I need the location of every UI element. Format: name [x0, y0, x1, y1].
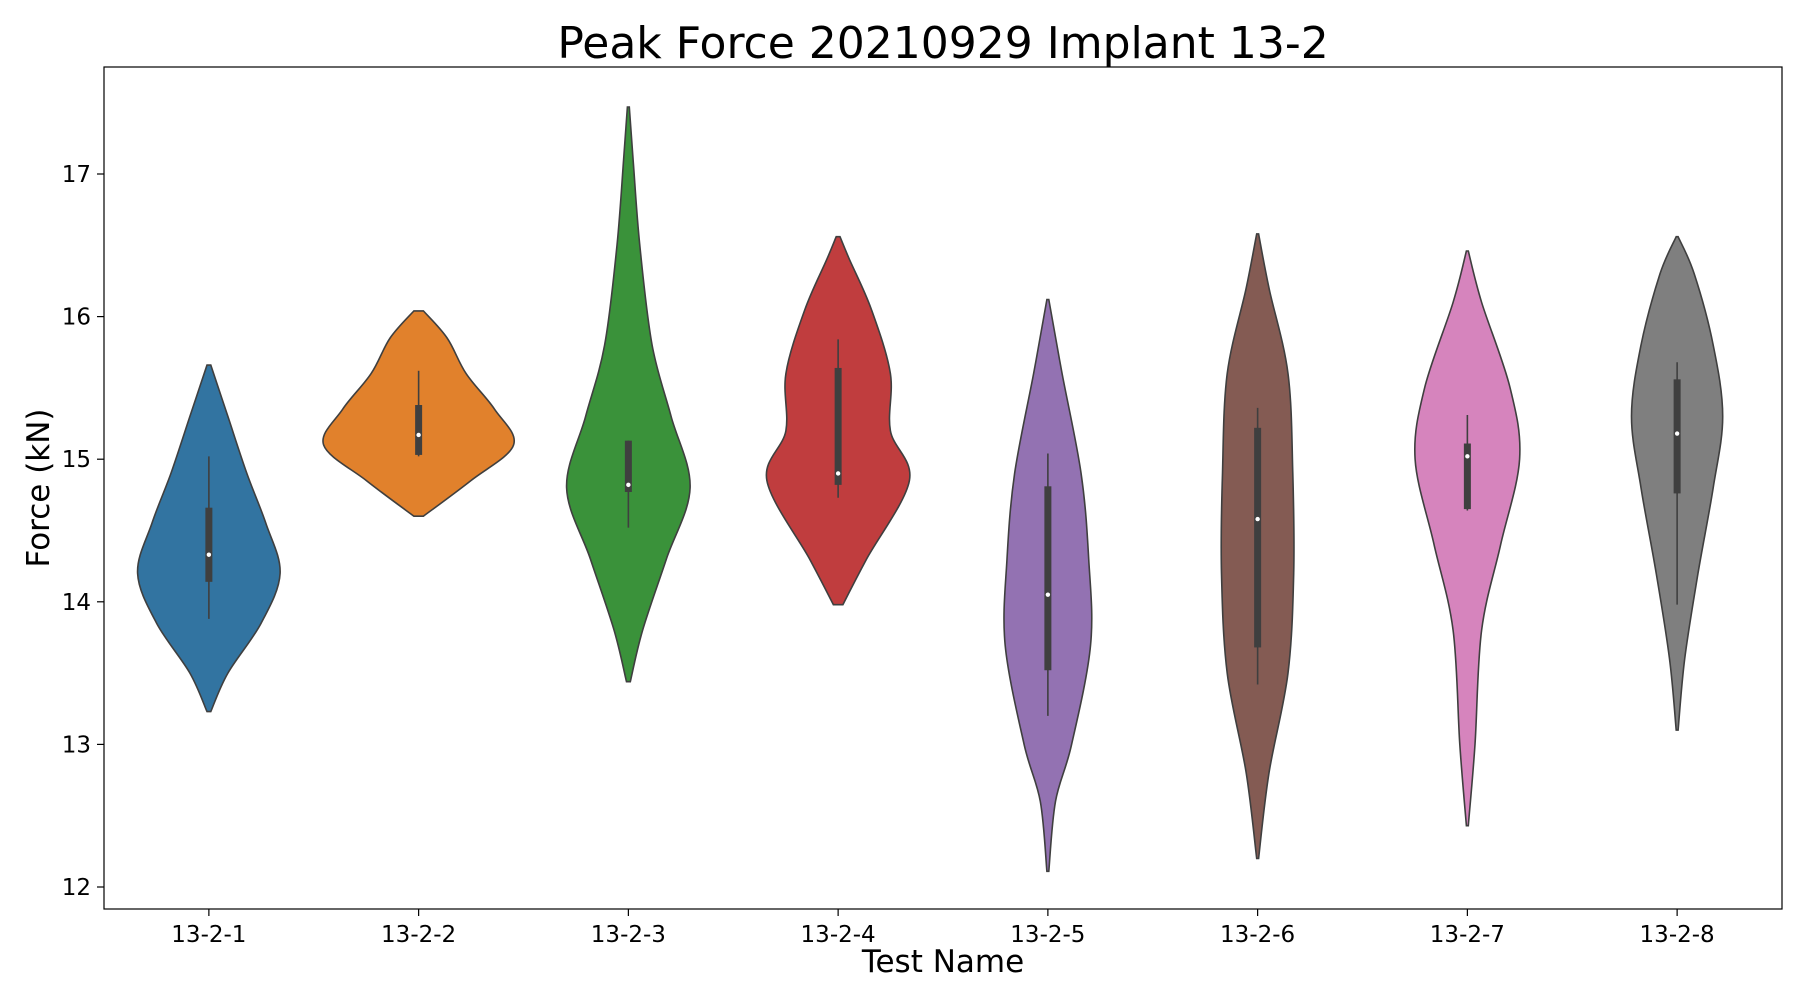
iqr-box-13-2-5 — [1044, 486, 1052, 671]
x-tick-label-13-2-3: 13-2-3 — [591, 922, 666, 948]
violin-13-2-2 — [322, 310, 516, 517]
median-marker-13-2-6 — [1255, 516, 1260, 522]
y-tick-label-12: 12 — [62, 875, 91, 901]
iqr-box-13-2-2 — [415, 405, 423, 455]
violin-body-13-2-3 — [565, 106, 691, 683]
y-axis: 12 13 14 15 16 17 — [62, 162, 104, 901]
x-tick-label-13-2-1: 13-2-1 — [171, 922, 246, 948]
violin-13-2-6 — [1220, 233, 1295, 860]
x-tick-label-13-2-4: 13-2-4 — [801, 922, 876, 948]
iqr-box-13-2-6 — [1254, 427, 1262, 648]
median-marker-13-2-2 — [416, 432, 421, 438]
y-tick-label-14: 14 — [62, 590, 91, 616]
y-tick-label-16: 16 — [62, 305, 91, 331]
chart-title: Peak Force 20210929 Implant 13-2 — [557, 18, 1328, 69]
y-tick-label-15: 15 — [62, 447, 91, 473]
y-tick-label-17: 17 — [62, 162, 91, 188]
median-marker-13-2-7 — [1465, 454, 1470, 459]
iqr-box-13-2-3 — [624, 440, 632, 492]
iqr-box-13-2-1 — [205, 507, 213, 582]
median-marker-13-2-4 — [835, 471, 841, 476]
median-marker-13-2-3 — [626, 482, 631, 488]
iqr-box-13-2-4 — [834, 367, 842, 485]
x-axis-label: Test Name — [861, 944, 1024, 980]
x-tick-label-13-2-7: 13-2-7 — [1430, 922, 1505, 948]
median-marker-13-2-5 — [1045, 592, 1051, 597]
x-tick-label-13-2-6: 13-2-6 — [1220, 922, 1295, 948]
y-axis-label: Force (kN) — [21, 408, 57, 567]
y-tick-label-13: 13 — [62, 732, 91, 758]
violin-body-13-2-7 — [1413, 250, 1521, 827]
iqr-box-13-2-7 — [1463, 443, 1471, 510]
violin-13-2-7 — [1413, 250, 1521, 827]
median-marker-13-2-8 — [1674, 431, 1680, 436]
violin-13-2-4 — [765, 235, 911, 606]
x-tick-label-13-2-2: 13-2-2 — [381, 922, 456, 948]
violins-group — [136, 106, 1724, 873]
violin-13-2-5 — [1003, 298, 1093, 873]
x-tick-label-13-2-5: 13-2-5 — [1010, 922, 1085, 948]
plot-frame — [103, 66, 1783, 910]
iqr-box-13-2-8 — [1673, 379, 1681, 494]
violin-13-2-1 — [136, 364, 281, 713]
violin-13-2-8 — [1630, 235, 1724, 731]
x-axis: 13-2-1 13-2-2 13-2-3 13-2-4 13-2-5 13-2-6 13-2… — [171, 909, 1715, 948]
median-marker-13-2-1 — [206, 552, 212, 557]
violin-13-2-3 — [565, 106, 691, 683]
x-tick-label-13-2-8: 13-2-8 — [1640, 922, 1715, 948]
